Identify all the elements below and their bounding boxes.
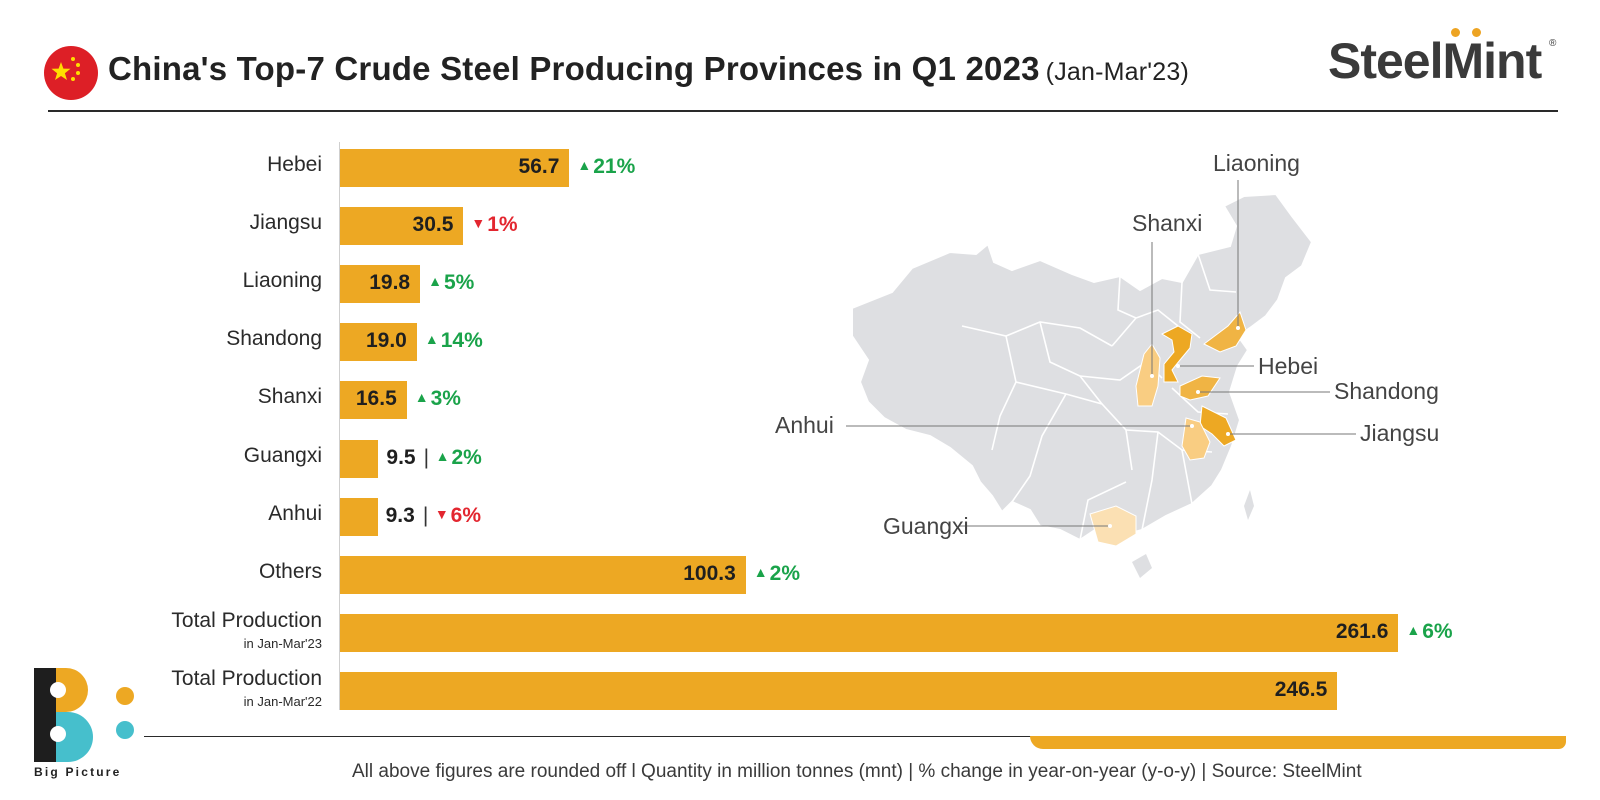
arrow-down-icon: ▼ — [434, 505, 449, 522]
arrow-down-icon: ▼ — [471, 215, 486, 232]
category-label: Guangxi — [243, 443, 322, 467]
big-picture-logo-icon — [34, 668, 134, 768]
bar — [340, 323, 417, 362]
bar-row: Jiangsu 30.5 ▼1% — [0, 207, 1600, 247]
change-label: ▲2% — [436, 446, 482, 470]
bar — [340, 265, 421, 304]
category-note: in Jan-Mar'23 — [243, 635, 322, 651]
bar-row: Hebei 56.7 ▲21% — [0, 149, 1600, 189]
category-label: Jiangsu — [249, 211, 322, 235]
change-label: ▲3% — [415, 387, 461, 411]
data-label: 9.3 — [385, 503, 415, 527]
change-value: 1% — [487, 213, 518, 237]
change-label: ▲14% — [425, 329, 483, 353]
data-label: 16.5 — [355, 387, 397, 411]
bar-row: Total Production in Jan-Mar'22 246.5 — [0, 667, 1600, 712]
bar — [340, 497, 378, 536]
change-value: 3% — [430, 387, 461, 411]
category-label: Others — [258, 559, 322, 583]
arrow-up-icon: ▲ — [414, 389, 429, 406]
change-value: 6% — [1422, 619, 1453, 643]
bar-row: Total Production in Jan-Mar'23 261.6 ▲6% — [0, 609, 1600, 654]
bar — [340, 671, 1338, 710]
category-label: Liaoning — [242, 269, 322, 293]
data-label: 246.5 — [1274, 677, 1328, 701]
data-label: 56.7 — [518, 155, 560, 178]
bar-row: Guangxi 9.5 | ▲2% — [0, 439, 1600, 480]
arrow-up-icon: ▲ — [753, 563, 768, 580]
change-value: 14% — [440, 329, 483, 353]
category-label: Anhui — [268, 501, 322, 525]
bar — [340, 555, 746, 594]
header: China's Top-7 Crude Steel Producing Prov… — [0, 0, 1600, 112]
data-label: 100.3 — [683, 561, 736, 585]
map-label-anhui: Anhui — [775, 412, 834, 438]
change-value: 6% — [450, 503, 482, 527]
page-title: China's Top-7 Crude Steel Producing Prov… — [108, 50, 1189, 88]
data-label: 9.5 — [386, 445, 416, 469]
data-label: 261.6 — [1335, 619, 1389, 643]
title-subtitle: (Jan-Mar'23) — [1045, 58, 1189, 86]
category-axis-line — [339, 142, 340, 710]
map-label-hebei: Hebei — [1258, 353, 1319, 379]
map-label-shanxi: Shanxi — [1132, 210, 1203, 236]
change-label: ▼1% — [471, 213, 517, 237]
bar-row: Shanxi 16.5 ▲3% — [0, 381, 1600, 421]
arrow-up-icon: ▲ — [577, 157, 592, 173]
header-divider — [48, 110, 1558, 112]
change-value: 2% — [451, 445, 482, 469]
title-text: China's Top-7 Crude Steel Producing Prov… — [108, 50, 1040, 87]
map-label-guangxi: Guangxi — [883, 513, 969, 539]
china-map-shape — [846, 180, 1356, 578]
change-label: ▼6% — [435, 504, 481, 528]
arrow-up-icon: ▲ — [435, 447, 450, 464]
arrow-up-icon: ▲ — [1406, 621, 1421, 638]
category-label: Shandong — [226, 327, 322, 351]
arrow-up-icon: ▲ — [424, 331, 439, 348]
change-value: 21% — [593, 155, 636, 178]
category-label: Shanxi — [257, 385, 322, 409]
bar — [340, 149, 570, 187]
map-label-liaoning: Liaoning — [1213, 150, 1300, 176]
data-label: 30.5 — [412, 213, 454, 237]
label-separator: | — [422, 503, 429, 527]
footer-accent-bar — [1030, 736, 1566, 749]
category-label: Total Production — [171, 608, 322, 632]
category-label: Total Production — [171, 666, 322, 690]
bar — [340, 207, 464, 246]
change-label: ▲2% — [754, 562, 800, 586]
bar-row: Others 100.3 ▲2% — [0, 555, 1600, 596]
change-label: ▲5% — [428, 271, 474, 295]
bar-row: Anhui 9.3 | ▼6% — [0, 497, 1600, 538]
data-label: 19.8 — [369, 271, 411, 295]
bar-row: Shandong 19.0 ▲14% — [0, 323, 1600, 363]
change-value: 2% — [769, 561, 800, 585]
footer-divider — [144, 736, 1564, 737]
map-label-shandong: Shandong — [1334, 378, 1439, 404]
bar — [340, 613, 1399, 652]
bar-row: Liaoning 19.8 ▲5% — [0, 265, 1600, 305]
change-label: ▲21% — [577, 155, 635, 179]
change-value: 5% — [443, 271, 475, 295]
china-flag-icon — [44, 46, 98, 100]
change-label: ▲6% — [1406, 620, 1452, 644]
registered-mark: ® — [1549, 38, 1557, 49]
category-label: Hebei — [267, 153, 322, 176]
footer-note: All above figures are rounded off l Quan… — [352, 761, 1362, 782]
label-separator: | — [423, 445, 430, 469]
category-note: in Jan-Mar'22 — [243, 693, 322, 709]
map-label-jiangsu: Jiangsu — [1360, 420, 1440, 446]
big-picture-logo-text: Big Picture — [34, 765, 122, 779]
data-label: 19.0 — [365, 329, 407, 353]
brand-logo: SteelMint — [1328, 33, 1542, 89]
bar — [340, 381, 407, 420]
bar — [340, 439, 379, 478]
arrow-up-icon: ▲ — [428, 273, 442, 290]
china-map: Liaoning Shanxi Hebei Shandong Anhui Jia… — [775, 150, 1500, 610]
